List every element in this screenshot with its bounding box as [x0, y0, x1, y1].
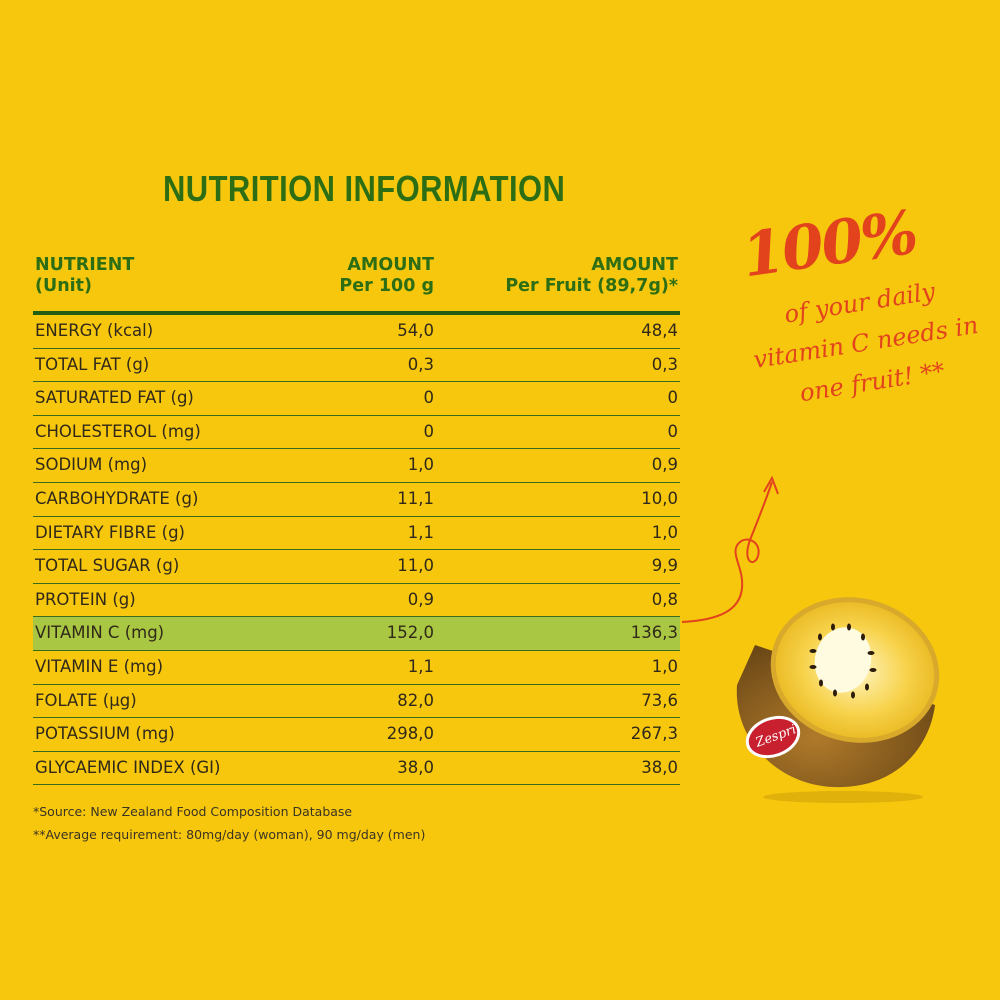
amount-per-100g: 0 [423, 388, 435, 408]
brand-logo: Zespri [745, 715, 801, 759]
table-row: CARBOHYDRATE (g) 11,1 10,0 [33, 483, 680, 517]
amount-per-fruit: 1,0 [651, 522, 678, 542]
nutrient-name: SATURATED FAT (g) [35, 388, 194, 408]
amount-per-100g: 1,1 [407, 522, 434, 542]
table-row: ENERGY (kcal) 54,0 48,4 [33, 315, 680, 349]
nutrient-name: DIETARY FIBRE (g) [35, 522, 185, 542]
amount-per-fruit: 0,3 [651, 354, 678, 374]
table-body: ENERGY (kcal) 54,0 48,4 TOTAL FAT (g) 0,3 0,3… [33, 315, 680, 786]
nutrient-name: ENERGY (kcal) [35, 321, 154, 340]
nutrient-name: POTASSIUM (mg) [35, 724, 175, 744]
table-row: PROTEIN (g) 0,9 0,8 [33, 584, 680, 618]
amount-per-100g: 11,0 [397, 556, 434, 576]
amount-per-100g: 0 [423, 421, 435, 441]
header-perfruit: AMOUNT Per Fruit (89,7g)* [505, 255, 678, 297]
table-row: FOLATE (µg) 82,0 73,6 [33, 685, 680, 719]
table-row: CHOLESTEROL (mg) 0 0 [33, 416, 680, 450]
callout-text: of your daily vitamin C needs in one fru… [738, 264, 994, 420]
nutrient-name: VITAMIN E (mg) [35, 656, 164, 676]
amount-per-fruit: 1,0 [651, 656, 678, 676]
amount-per-fruit: 0,9 [651, 455, 678, 475]
table-row: SATURATED FAT (g) 0 0 [33, 382, 680, 416]
header-per100: AMOUNT Per 100 g [339, 255, 434, 297]
nutrient-name: GLYCAEMIC INDEX (GI) [35, 757, 221, 777]
table-row: VITAMIN E (mg) 1,1 1,0 [33, 651, 680, 685]
header-perfruit-label: AMOUNT [591, 255, 678, 275]
table-row: TOTAL SUGAR (g) 11,0 9,9 [33, 550, 680, 584]
nutrient-name: CHOLESTEROL (mg) [35, 421, 201, 441]
amount-per-fruit: 0 [667, 388, 679, 408]
table-header: NUTRIENT (Unit) AMOUNT Per 100 g AMOUNT … [33, 253, 680, 315]
amount-per-fruit: 9,9 [651, 556, 678, 576]
amount-per-fruit: 48,4 [641, 321, 678, 340]
amount-per-100g: 298,0 [386, 724, 434, 744]
header-per100-label: AMOUNT [347, 255, 434, 275]
table-row: GLYCAEMIC INDEX (GI) 38,0 38,0 [33, 752, 680, 786]
table-row: VITAMIN C (mg) 152,0 136,3 [33, 617, 680, 651]
header-nutrient-label: NUTRIENT [35, 255, 135, 275]
footnotes: *Source: New Zealand Food Composition Da… [33, 800, 425, 846]
amount-per-100g: 82,0 [397, 690, 434, 710]
nutrient-name: FOLATE (µg) [35, 690, 137, 710]
amount-per-100g: 1,0 [407, 455, 434, 475]
header-per100-sub: Per 100 g [339, 276, 434, 296]
table-row: DIETARY FIBRE (g) 1,1 1,0 [33, 517, 680, 551]
nutrient-name: VITAMIN C (mg) [35, 623, 165, 643]
amount-per-100g: 0,3 [407, 354, 434, 374]
header-nutrient-unit: (Unit) [35, 276, 93, 296]
amount-per-100g: 11,1 [397, 488, 434, 508]
amount-per-100g: 0,9 [407, 589, 434, 609]
table-row: POTASSIUM (mg) 298,0 267,3 [33, 718, 680, 752]
amount-per-100g: 54,0 [397, 321, 434, 340]
amount-per-fruit: 73,6 [641, 690, 678, 710]
nutrient-name: SODIUM (mg) [35, 455, 148, 475]
amount-per-100g: 38,0 [397, 757, 434, 777]
nutrient-name: PROTEIN (g) [35, 589, 136, 609]
header-nutrient: NUTRIENT (Unit) [35, 255, 134, 297]
table-row: TOTAL FAT (g) 0,3 0,3 [33, 349, 680, 383]
nutrient-name: TOTAL FAT (g) [35, 354, 150, 374]
nutrition-table: NUTRIENT (Unit) AMOUNT Per 100 g AMOUNT … [33, 253, 680, 786]
amount-per-fruit: 38,0 [641, 757, 678, 777]
page-title: NUTRITION INFORMATION [163, 168, 566, 209]
amount-per-100g: 152,0 [386, 623, 434, 643]
nutrient-name: CARBOHYDRATE (g) [35, 488, 199, 508]
amount-per-fruit: 136,3 [630, 623, 678, 643]
table-row: SODIUM (mg) 1,0 0,9 [33, 449, 680, 483]
footnote-requirement: **Average requirement: 80mg/day (woman),… [33, 827, 426, 842]
amount-per-fruit: 10,0 [641, 488, 678, 508]
amount-per-100g: 1,1 [407, 656, 434, 676]
kiwi-image: Zespri [736, 597, 940, 803]
amount-per-fruit: 267,3 [630, 724, 678, 744]
footnote-source: *Source: New Zealand Food Composition Da… [33, 804, 353, 819]
nutrient-name: TOTAL SUGAR (g) [35, 556, 180, 576]
amount-per-fruit: 0 [667, 421, 679, 441]
amount-per-fruit: 0,8 [651, 589, 678, 609]
header-perfruit-sub: Per Fruit (89,7g)* [505, 276, 678, 296]
callout-arrow-icon [681, 475, 779, 623]
